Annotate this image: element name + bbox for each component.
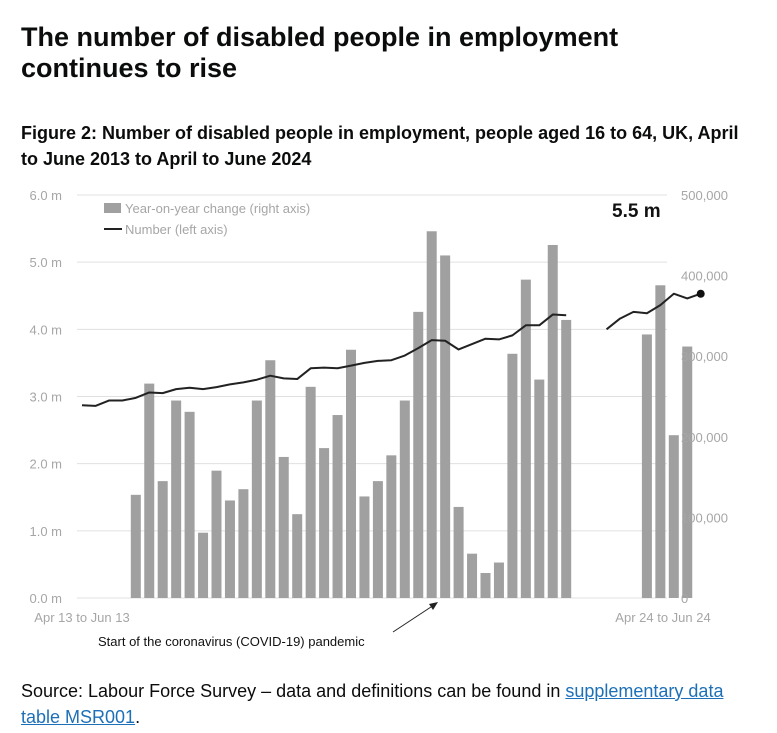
series-line [81,313,567,407]
bar [171,400,182,598]
legend-bar-label: Year-on-year change (right axis) [125,201,310,216]
bar [561,319,572,598]
chart-bars [130,231,693,599]
source-link[interactable]: supplementary data table MSR001 [21,681,724,727]
bar [493,562,504,598]
bar [520,279,531,598]
x-axis-start-label: Apr 13 to Jun 13 [34,610,129,625]
right-axis-tick-label: 300,000 [681,349,728,364]
bar [413,311,424,598]
bar [305,386,316,598]
bar [547,244,558,599]
end-value-label: 5.5 m [612,201,661,222]
annotation-arrow-head [429,602,438,610]
source-suffix: . [135,707,141,727]
bar [184,411,195,598]
legend-bar-swatch [104,203,121,213]
x-axis-end-label: Apr 24 to Jun 24 [615,610,710,625]
bar [655,285,666,598]
left-axis-tick-label: 4.0 m [29,322,62,337]
chart-line [81,292,702,407]
bar [426,231,437,598]
bar [641,334,652,598]
right-axis-tick-label: 0 [681,591,688,606]
left-axis-tick-label: 5.0 m [29,255,62,270]
bar [359,496,370,598]
bar [157,481,168,598]
right-axis-tick-label: 500,000 [681,188,728,203]
bar [251,400,262,598]
bar [292,514,303,598]
bar [386,455,397,598]
bar [399,400,410,598]
right-axis-tick-label: 400,000 [681,269,728,284]
legend-line-label: Number (left axis) [125,222,228,237]
bar [211,470,222,598]
left-axis-tick-label: 1.0 m [29,524,62,539]
bar [278,456,289,598]
right-axis-tick-label: 200,000 [681,430,728,445]
bar [265,360,276,598]
bar [346,349,356,598]
left-axis-tick-label: 0.0 m [29,591,62,606]
bar [130,494,141,598]
left-axis-tick-label: 2.0 m [29,457,62,472]
bar [668,435,679,598]
bar [440,255,451,598]
bar [224,500,235,598]
bar [534,379,545,598]
bar [332,415,343,598]
end-point-marker [696,289,705,298]
source-prefix: Source: Labour Force Survey – data and d… [21,681,566,701]
pandemic-annotation: Start of the coronavirus (COVID-19) pand… [98,634,365,649]
bar [372,481,383,598]
chart: 0.0 m 1.0 m 2.0 m 3.0 m 4.0 m 5.0 m 6.0 m 0 100… [29,188,728,649]
left-axis-tick-label: 6.0 m [29,188,62,203]
bar [507,353,518,598]
bar [467,553,478,598]
figure-title: Figure 2: Number of disabled people in e… [21,123,739,169]
page-heading: The number of disabled people in employm… [21,22,619,83]
right-axis-ticks: 0 100,000 200,000 300,000 400,000 500,000 [681,188,728,606]
series-line [605,292,702,331]
left-axis-ticks: 0.0 m 1.0 m 2.0 m 3.0 m 4.0 m 5.0 m 6.0 m [29,188,62,606]
bar [238,489,249,598]
bar [682,346,693,598]
bar [453,506,464,598]
right-axis-tick-label: 100,000 [681,510,728,525]
bar [319,448,330,598]
bar [198,532,209,598]
source-note: Source: Labour Force Survey – data and d… [21,678,761,730]
left-axis-tick-label: 3.0 m [29,390,62,405]
bar [144,383,155,598]
bar [480,573,491,598]
annotation-arrow-line [392,604,435,633]
